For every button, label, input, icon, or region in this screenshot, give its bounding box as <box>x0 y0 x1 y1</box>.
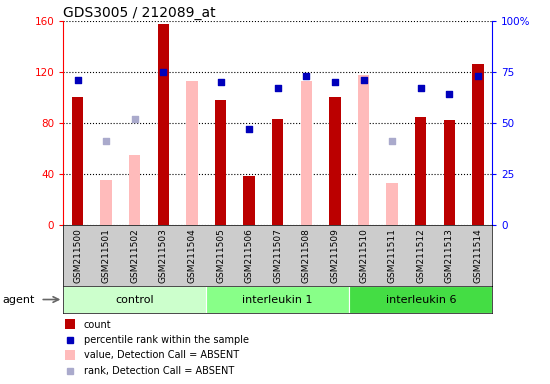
Text: GSM211514: GSM211514 <box>474 228 482 283</box>
Bar <box>244 176 255 225</box>
Text: GSM211504: GSM211504 <box>188 228 196 283</box>
Bar <box>63 286 206 313</box>
Text: agent: agent <box>3 295 35 305</box>
Bar <box>272 119 283 225</box>
Text: value, Detection Call = ABSENT: value, Detection Call = ABSENT <box>84 351 239 361</box>
Text: rank, Detection Call = ABSENT: rank, Detection Call = ABSENT <box>84 366 234 376</box>
Bar <box>349 286 492 313</box>
Bar <box>206 286 349 313</box>
Bar <box>329 98 340 225</box>
Text: control: control <box>116 295 154 305</box>
Text: GSM211509: GSM211509 <box>331 228 339 283</box>
Text: GSM211512: GSM211512 <box>416 228 425 283</box>
Bar <box>65 350 75 360</box>
Point <box>331 79 339 85</box>
Text: GSM211513: GSM211513 <box>445 228 454 283</box>
Point <box>273 85 282 91</box>
Bar <box>415 116 426 225</box>
Point <box>102 138 111 144</box>
Bar <box>472 65 483 225</box>
Text: GSM211508: GSM211508 <box>302 228 311 283</box>
Bar <box>186 81 197 225</box>
Text: interleukin 6: interleukin 6 <box>386 295 456 305</box>
Text: GSM211510: GSM211510 <box>359 228 368 283</box>
Text: GSM211506: GSM211506 <box>245 228 254 283</box>
Point <box>216 79 225 85</box>
Text: GDS3005 / 212089_at: GDS3005 / 212089_at <box>63 6 216 20</box>
Text: percentile rank within the sample: percentile rank within the sample <box>84 335 249 345</box>
Point <box>359 77 368 83</box>
Text: GSM211503: GSM211503 <box>159 228 168 283</box>
Text: interleukin 1: interleukin 1 <box>243 295 313 305</box>
Point <box>302 73 311 79</box>
Bar <box>129 155 140 225</box>
Text: GSM211507: GSM211507 <box>273 228 282 283</box>
Point <box>73 77 82 83</box>
Bar <box>444 120 455 225</box>
Bar <box>301 81 312 225</box>
Bar <box>158 24 169 225</box>
Bar <box>101 180 112 225</box>
Text: GSM211500: GSM211500 <box>73 228 82 283</box>
Point <box>130 116 139 122</box>
Text: GSM211502: GSM211502 <box>130 228 139 283</box>
Text: GSM211511: GSM211511 <box>388 228 397 283</box>
Bar <box>215 100 226 225</box>
Point <box>388 138 397 144</box>
Bar <box>72 98 83 225</box>
Point <box>159 69 168 75</box>
Bar <box>387 183 398 225</box>
Text: GSM211505: GSM211505 <box>216 228 225 283</box>
Point <box>416 85 425 91</box>
Point <box>474 73 482 79</box>
Text: count: count <box>84 320 112 330</box>
Point <box>445 91 454 98</box>
Point <box>245 126 254 132</box>
Text: GSM211501: GSM211501 <box>102 228 111 283</box>
Bar <box>358 74 369 225</box>
Bar <box>65 319 75 329</box>
